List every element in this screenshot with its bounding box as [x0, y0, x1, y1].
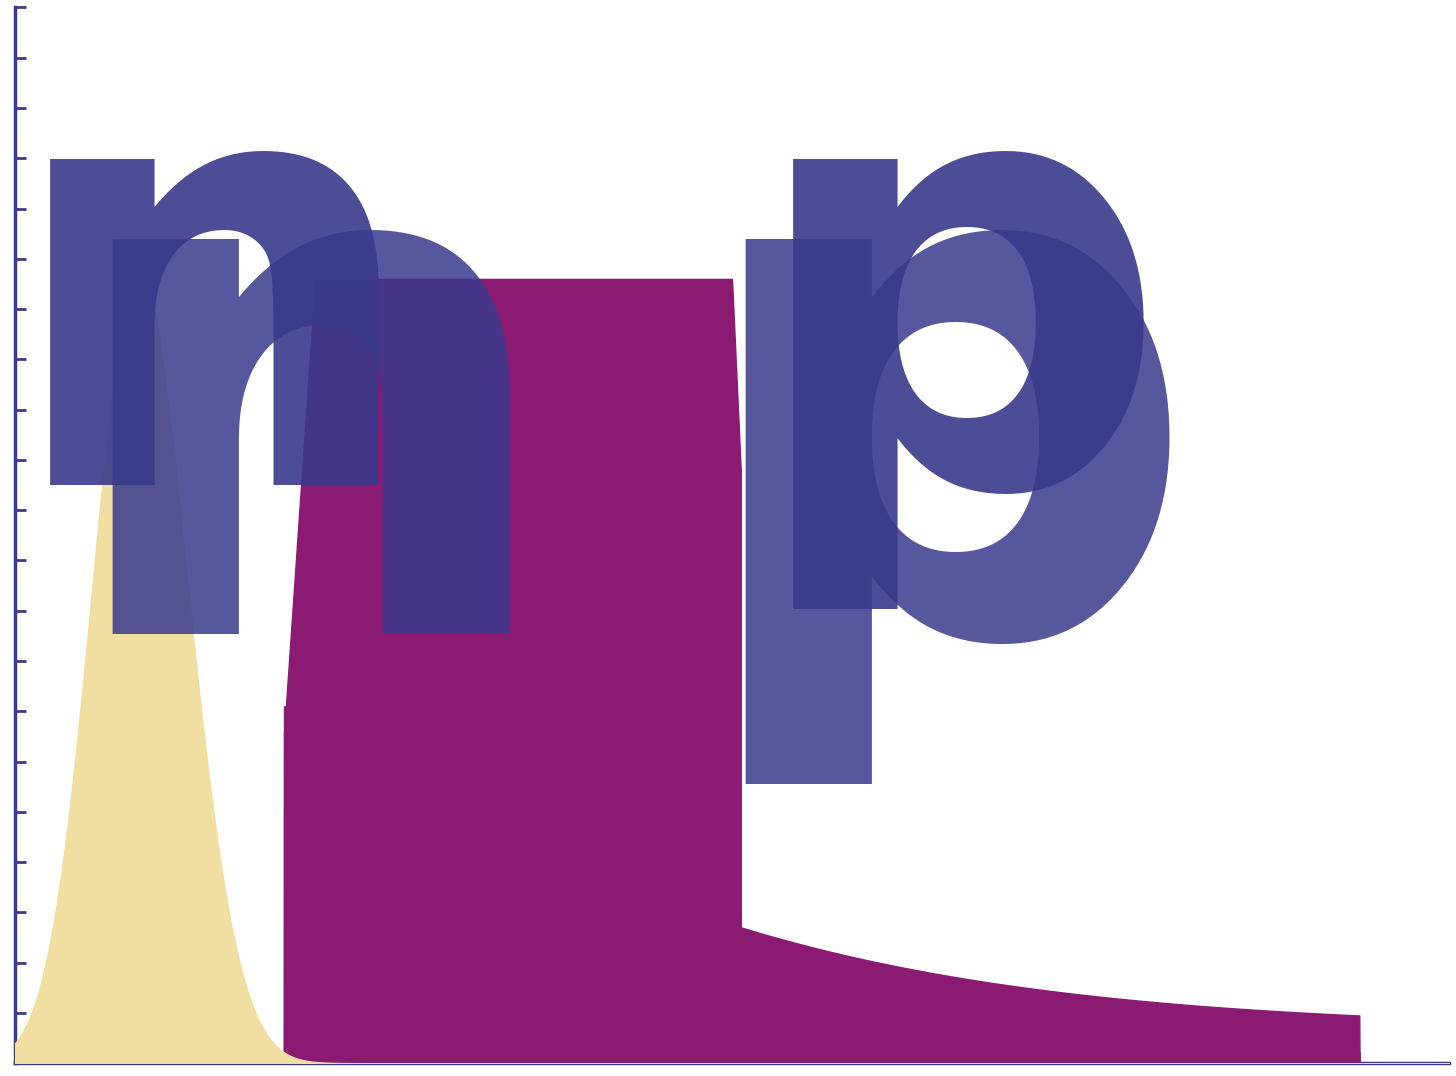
Text: n: n — [0, 32, 425, 609]
Text: p: p — [684, 86, 1201, 784]
Text: n: n — [51, 86, 565, 784]
Text: p: p — [743, 32, 1171, 609]
